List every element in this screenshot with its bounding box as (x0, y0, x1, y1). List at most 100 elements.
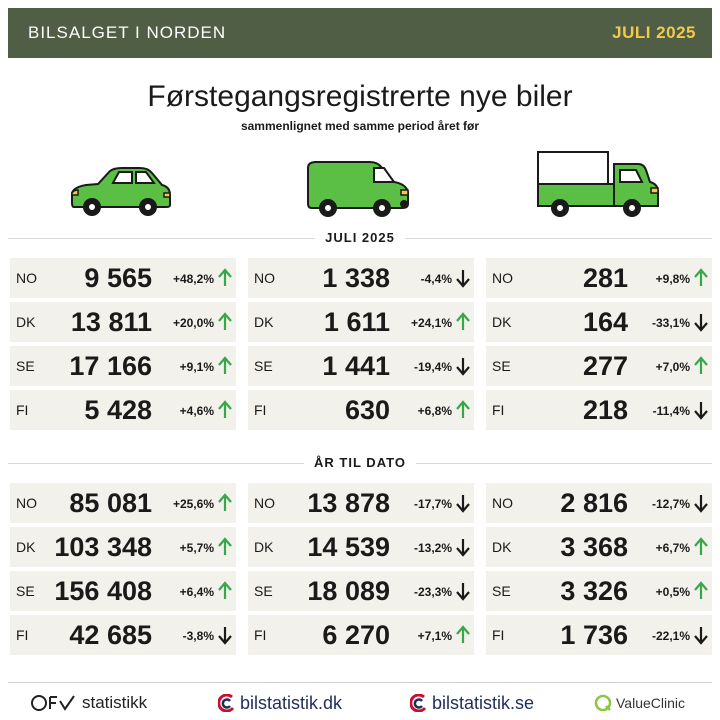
country-code: NO (254, 495, 275, 511)
country-code: FI (254, 402, 267, 418)
country-code: DK (254, 539, 274, 555)
change-percent: +5,7% (179, 541, 214, 555)
registration-count: 14 539 (307, 532, 390, 562)
country-code: DK (492, 314, 512, 330)
country-code: FI (492, 627, 505, 643)
country-code: SE (16, 583, 35, 599)
stat-row: NO 9 565 +48,2% (10, 258, 236, 298)
bilstatistik-swirl-icon (410, 694, 427, 712)
arrow-up-icon (455, 312, 471, 332)
arrow-down-icon (455, 581, 471, 601)
registration-count: 13 878 (307, 488, 390, 518)
change-percent: +48,2% (172, 272, 214, 286)
change-percent: +7,1% (417, 629, 452, 643)
arrow-up-icon (455, 625, 471, 645)
registration-count: 1 736 (560, 620, 628, 650)
arrow-down-icon (455, 493, 471, 513)
registration-count: 1 611 (323, 307, 390, 337)
change-percent: -23,3% (413, 585, 452, 599)
registration-count: 1 441 (322, 351, 390, 381)
change-percent: +6,7% (655, 541, 690, 555)
stat-row: SE 1 441 -19,4% (248, 346, 474, 386)
country-code: NO (254, 270, 275, 286)
stat-row: FI 6 270 +7,1% (248, 615, 474, 655)
car-icon (71, 167, 171, 216)
change-percent: +0,5% (655, 585, 690, 599)
country-code: FI (254, 627, 267, 643)
change-percent: +7,0% (655, 360, 690, 374)
registration-count: 18 089 (307, 576, 390, 606)
stat-row: DK 3 368 +6,7% (486, 527, 712, 567)
stat-row: NO 13 878 -17,7% (248, 483, 474, 523)
registration-count: 85 081 (69, 488, 152, 518)
stat-row: FI 5 428 +4,6% (10, 390, 236, 430)
country-code: NO (492, 495, 513, 511)
change-percent: +9,1% (179, 360, 214, 374)
page-title: Førstegangsregistrerte nye biler (147, 80, 573, 113)
arrow-up-icon (217, 268, 233, 288)
country-code: SE (492, 358, 511, 374)
arrow-down-icon (455, 537, 471, 557)
arrow-down-icon (217, 625, 233, 645)
footer-divider (8, 682, 712, 683)
truck-icon (537, 151, 659, 217)
registration-count: 277 (582, 351, 628, 381)
stat-row: SE 156 408 +6,4% (10, 571, 236, 611)
stat-row: DK 13 811 +20,0% (10, 302, 236, 342)
registration-count: 1 338 (322, 263, 390, 293)
country-code: DK (16, 539, 36, 555)
bilstatistik-se-logo: bilstatistik.se (410, 690, 534, 716)
registration-count: 6 270 (322, 620, 390, 650)
country-code: SE (254, 583, 273, 599)
registration-count: 13 811 (70, 307, 152, 337)
valueclinic-logo: ValueClinic (594, 690, 685, 716)
header-bar: BILSALGET I NORDEN JULI 2025 (8, 8, 712, 58)
change-percent: -3,8% (182, 629, 214, 643)
registration-count: 17 166 (69, 351, 152, 381)
change-percent: -12,7% (651, 497, 690, 511)
bilstatistik-dk-logo: bilstatistik.dk (218, 690, 342, 716)
stat-row: DK 14 539 -13,2% (248, 527, 474, 567)
brand-title: BILSALGET I NORDEN (28, 23, 227, 42)
registration-count: 156 408 (54, 576, 152, 606)
registration-count: 3 368 (560, 532, 628, 562)
change-percent: -17,7% (413, 497, 452, 511)
change-percent: -4,4% (420, 272, 452, 286)
country-code: NO (16, 495, 37, 511)
ofv-mark-icon (31, 695, 75, 711)
ofv-label: statistikk (82, 693, 148, 712)
stat-row: FI 218 -11,4% (486, 390, 712, 430)
registration-count: 281 (582, 263, 628, 293)
registration-count: 218 (582, 395, 628, 425)
arrow-down-icon (693, 625, 709, 645)
arrow-down-icon (693, 312, 709, 332)
registration-count: 630 (344, 395, 390, 425)
stat-row: SE 17 166 +9,1% (10, 346, 236, 386)
change-percent: +6,8% (417, 404, 452, 418)
arrow-down-icon (693, 400, 709, 420)
stat-row: FI 1 736 -22,1% (486, 615, 712, 655)
arrow-up-icon (217, 493, 233, 513)
country-code: FI (492, 402, 505, 418)
bilstatistik-swirl-icon (218, 694, 235, 712)
arrow-up-icon (693, 356, 709, 376)
stat-row: DK 1 611 +24,1% (248, 302, 474, 342)
ofv-logo: statistikk (30, 690, 147, 716)
country-code: NO (492, 270, 513, 286)
registration-count: 3 326 (560, 576, 628, 606)
change-percent: -19,4% (413, 360, 452, 374)
stat-row: NO 2 816 -12,7% (486, 483, 712, 523)
change-percent: +24,1% (410, 316, 452, 330)
stat-row: DK 164 -33,1% (486, 302, 712, 342)
arrow-up-icon (455, 400, 471, 420)
change-percent: +20,0% (172, 316, 214, 330)
stat-row: DK 103 348 +5,7% (10, 527, 236, 567)
change-percent: +25,6% (172, 497, 214, 511)
arrow-up-icon (217, 537, 233, 557)
change-percent: -11,4% (652, 404, 690, 418)
registration-count: 5 428 (84, 395, 152, 425)
arrow-down-icon (455, 268, 471, 288)
section-title-ytd: ÅR TIL DATO (0, 455, 720, 470)
registration-count: 164 (582, 307, 628, 337)
registration-count: 103 348 (54, 532, 152, 562)
